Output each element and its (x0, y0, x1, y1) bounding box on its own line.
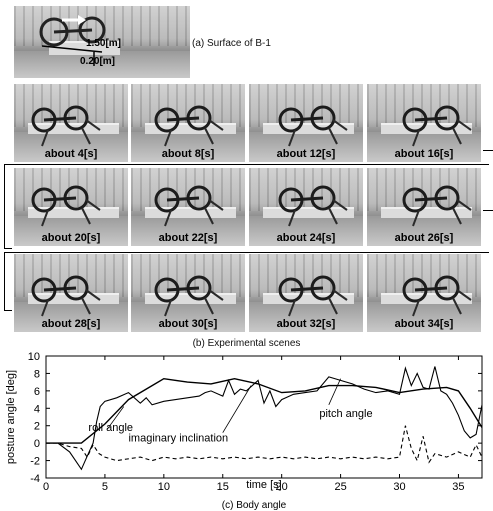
y-tick-label: 8 (34, 368, 40, 380)
scene-photo: about 32[s] (249, 254, 363, 332)
robot-icon (154, 275, 224, 317)
annotation-leader (328, 378, 341, 405)
scene-label: about 30[s] (158, 318, 218, 330)
scene-label: about 4[s] (44, 148, 98, 160)
y-tick-label: 0 (34, 438, 40, 450)
scene-label: about 28[s] (41, 318, 101, 330)
scene-label: about 34[s] (394, 318, 454, 330)
scene-photo: about 28[s] (14, 254, 128, 332)
scene-photo: about 22[s] (131, 168, 245, 246)
x-tick-label: 25 (334, 481, 346, 493)
y-tick-label: 10 (28, 351, 40, 363)
annotation-leader (222, 385, 252, 433)
scene-photo: about 8[s] (131, 84, 245, 162)
body-angle-chart: -4 -2 0 2 4 6 8 10 0 5 10 15 20 25 30 35 posture angle [… (5, 351, 483, 511)
caption-b: (b) Experimental scenes (192, 338, 301, 349)
dimension-upper: 1.50[m] (86, 38, 122, 49)
surface-photo: 1.50[m] 0.20[m] (14, 6, 190, 78)
scene-photo: about 12[s] (249, 84, 363, 162)
plot-frame (45, 355, 483, 479)
dimension-lower: 0.20[m] (80, 56, 116, 67)
caption-c: (c) Body angle (222, 500, 287, 511)
y-tick-label: -2 (30, 456, 40, 468)
robot-icon (402, 105, 472, 147)
x-tick-label: 10 (158, 481, 170, 493)
robot-icon (278, 275, 348, 317)
annotation-leader (106, 406, 125, 430)
scene-label: about 26[s] (394, 232, 454, 244)
scene-label: about 8[s] (161, 148, 215, 160)
robot-icon (31, 105, 101, 147)
y-tick-label: 4 (34, 403, 40, 415)
scene-photo: about 34[s] (367, 254, 481, 332)
series-line (46, 377, 483, 444)
scene-photo: about 30[s] (131, 254, 245, 332)
robot-icon (402, 185, 472, 227)
caption-a: (a) Surface of B-1 (192, 38, 271, 49)
y-tick-label: -4 (30, 473, 40, 485)
scene-photo: about 20[s] (14, 168, 128, 246)
row-connector (4, 252, 489, 253)
x-tick-label: 35 (452, 481, 464, 493)
scene-photo: about 16[s] (367, 84, 481, 162)
scene-label: about 22[s] (158, 232, 218, 244)
scene-photo: about 26[s] (367, 168, 481, 246)
x-tick-label: 0 (43, 481, 49, 493)
series-annotation: roll angle (88, 422, 133, 434)
scene-label: about 24[s] (276, 232, 336, 244)
row-connector (4, 252, 5, 310)
row-connector (4, 164, 489, 165)
robot-icon (278, 105, 348, 147)
scene-label: about 32[s] (276, 318, 336, 330)
series-annotation: imaginary inclination (128, 432, 228, 444)
row-connector (483, 210, 493, 211)
y-axis-label: posture angle [deg] (5, 370, 17, 464)
row-connector (4, 310, 12, 311)
robot-icon (31, 275, 101, 317)
series-line (46, 425, 483, 464)
robot-icon (154, 105, 224, 147)
x-tick-label: 30 (393, 481, 405, 493)
y-tick-label: 6 (34, 386, 40, 398)
robot-icon (154, 185, 224, 227)
x-tick-label: 5 (102, 481, 108, 493)
scene-photo: about 4[s] (14, 84, 128, 162)
scene-photo: about 24[s] (249, 168, 363, 246)
row-connector (4, 248, 12, 249)
robot-icon (31, 185, 101, 227)
x-tick-label: 20 (276, 481, 288, 493)
scene-label: about 16[s] (394, 148, 454, 160)
x-tick-label: 15 (217, 481, 229, 493)
scene-label: about 20[s] (41, 232, 101, 244)
series-annotation: pitch angle (319, 408, 372, 420)
robot-sketch-icon (39, 15, 106, 66)
robot-icon (278, 185, 348, 227)
row-connector (483, 150, 493, 151)
robot-icon (402, 275, 472, 317)
row-connector (4, 164, 5, 248)
y-tick-label: 2 (34, 421, 40, 433)
x-axis-label: time [s] (246, 479, 281, 491)
scene-label: about 12[s] (276, 148, 336, 160)
